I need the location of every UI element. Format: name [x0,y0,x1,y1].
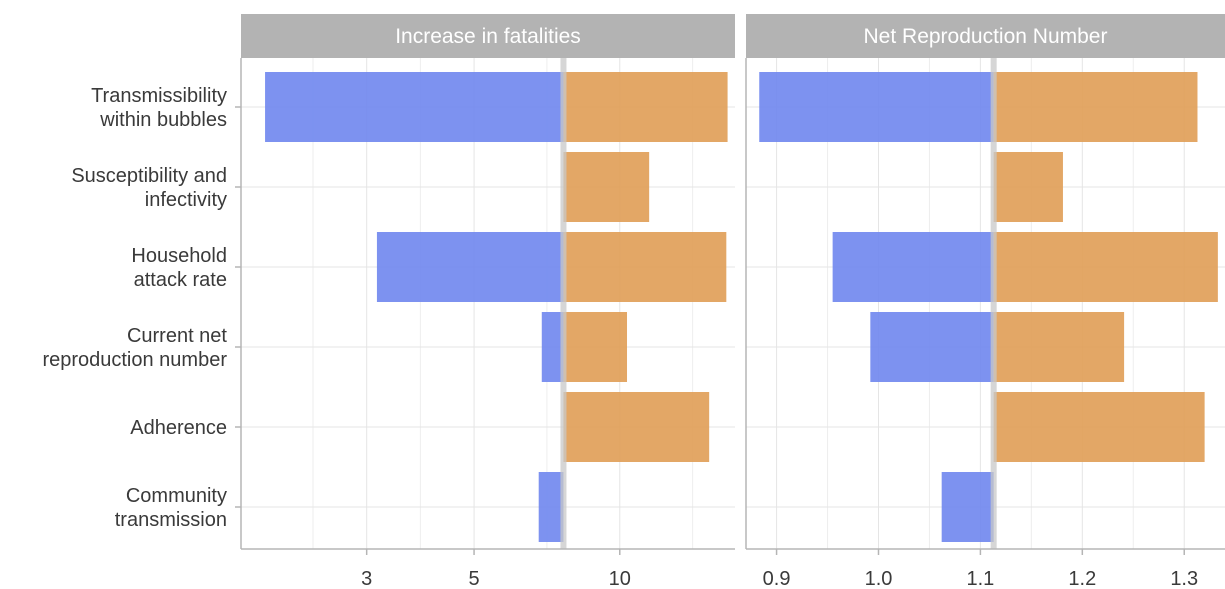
low-value-bar [541,312,564,382]
high-value-bar [563,72,728,142]
low-value-bar [941,472,994,542]
low-value-bar [759,72,994,142]
low-value-bar [538,472,564,542]
low-value-bar [832,232,994,302]
high-value-bar [993,232,1218,302]
x-tick-label: 1.3 [1170,568,1198,589]
high-value-bar [563,232,727,302]
high-value-bar [993,392,1205,462]
x-tick-label: 10 [609,568,631,589]
x-tick-label: 5 [468,568,479,589]
category-label: Household [131,245,227,267]
high-value-bar [993,312,1125,382]
high-value-bar [993,152,1063,222]
category-label: reproduction number [42,349,227,371]
x-tick-label: 1.2 [1068,568,1096,589]
high-value-bar [563,152,650,222]
facet-title: Increase in fatalities [395,25,581,48]
low-value-bar [265,72,564,142]
category-label: Susceptibility and [71,165,227,187]
high-value-bar [563,312,628,382]
category-label: Community [126,485,227,507]
x-tick-label: 1.1 [966,568,994,589]
facet-strip [241,14,735,58]
category-label: Transmissibility [91,85,227,107]
category-label: Adherence [130,417,227,439]
category-label: attack rate [134,269,227,291]
category-label: Current net [127,325,227,347]
x-tick-label: 1.0 [865,568,893,589]
panel-2: Net Reproduction Number 0.9 1.0 1.1 1.2 1.3 [745,14,1225,589]
category-label: infectivity [145,189,227,211]
low-value-bar [870,312,994,382]
category-label: within bubbles [99,109,227,131]
category-label: transmission [115,509,227,531]
panel-1: Increase in fatalities 3 5 10 [235,14,735,589]
low-value-bar [376,232,564,302]
facet-title: Net Reproduction Number [864,25,1108,48]
high-value-bar [563,392,710,462]
high-value-bar [993,72,1198,142]
x-tick-label: 0.9 [763,568,791,589]
facet-strip [746,14,1225,58]
x-tick-label: 3 [361,568,372,589]
